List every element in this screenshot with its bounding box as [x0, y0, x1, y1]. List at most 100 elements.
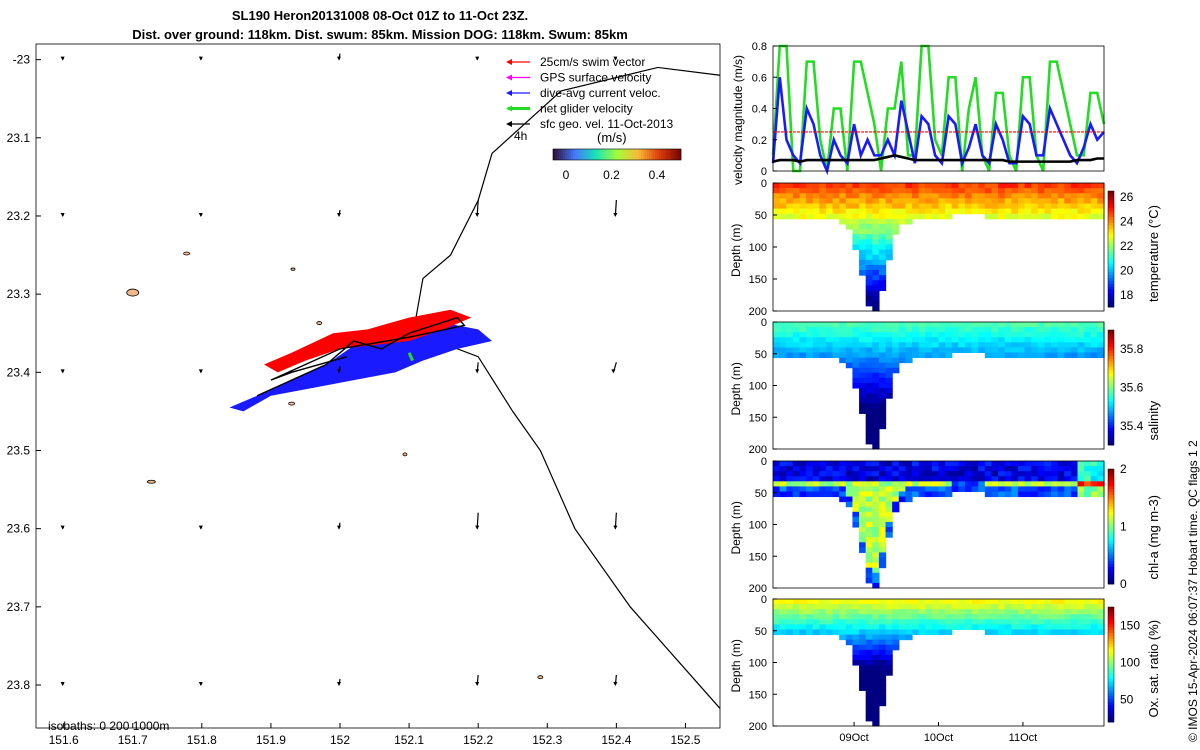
section-cell [1004, 337, 1012, 343]
section-cell [786, 337, 794, 343]
section-cell [945, 203, 953, 210]
section-cell [865, 352, 873, 359]
section-cell [825, 614, 834, 620]
section-cell [905, 466, 913, 472]
section-cell [865, 461, 873, 467]
section-cell [984, 604, 993, 610]
section-cell [773, 193, 781, 199]
section-cell [872, 198, 880, 204]
section-cell [773, 188, 781, 194]
section-cell [1090, 208, 1098, 215]
section-cell [1051, 322, 1059, 328]
section-cell [872, 213, 880, 220]
section-cell [1090, 481, 1098, 487]
section-colorbar-cell [1108, 358, 1114, 363]
section-cell [839, 342, 847, 348]
section-cell [945, 614, 953, 620]
section-cell [892, 634, 900, 641]
section-cell [892, 327, 900, 333]
section-cell [1037, 337, 1046, 343]
section-cell [872, 249, 880, 256]
section-cell [872, 413, 880, 420]
section-cell [779, 208, 787, 215]
section-cell [779, 614, 787, 620]
section-cell [1097, 481, 1105, 487]
section-cell [799, 476, 807, 482]
colorbar-cell [607, 149, 610, 160]
section-cell [938, 352, 946, 359]
section-cell [812, 466, 820, 472]
section-cell [825, 476, 834, 482]
section-cell [1077, 193, 1085, 199]
section-cell [1044, 337, 1052, 343]
section-cell [878, 542, 887, 548]
section-cell [773, 624, 781, 630]
section-cell [865, 213, 873, 220]
section-colorbar-cell [1108, 330, 1114, 334]
section-cell [1057, 208, 1065, 215]
section-cell [806, 609, 814, 615]
section-cell [859, 377, 867, 384]
section-cell [938, 599, 946, 605]
section-cell [951, 481, 959, 487]
section-cell [872, 264, 880, 271]
section-cell [872, 290, 880, 297]
section-colorbar-cell [1108, 650, 1114, 654]
section-colorbar-cell [1108, 251, 1114, 256]
section-cell [859, 362, 867, 369]
velocity-y-tick-label: 0.4 [752, 104, 767, 116]
section-cell [852, 511, 860, 518]
section-cell [786, 624, 794, 630]
section-cell [1044, 203, 1052, 210]
section-cell [792, 466, 801, 472]
section-cell [945, 629, 953, 636]
section-cell [1090, 183, 1098, 189]
section-cell [859, 352, 867, 359]
colorbar-cell [663, 149, 666, 160]
section-cell [865, 542, 873, 548]
section-cell [905, 342, 913, 348]
section-cell [872, 275, 880, 281]
section-y-tick-label: 200 [749, 306, 767, 318]
section-cell [872, 649, 880, 656]
section-cell [892, 639, 900, 646]
section-cell [872, 388, 880, 394]
section-cell [859, 264, 867, 271]
section-cell [852, 604, 860, 610]
section-cell [1004, 198, 1012, 204]
section-cell [1097, 327, 1105, 333]
section-cell [825, 461, 834, 467]
colorbar-cell [589, 149, 592, 160]
swim-vector-swath [264, 309, 472, 373]
section-cell [878, 537, 887, 543]
colorbar-cell [581, 149, 584, 160]
section-cell [1064, 461, 1072, 467]
section-cell [1084, 337, 1092, 343]
section-colorbar-cell [1108, 286, 1114, 290]
section-cell [958, 332, 966, 338]
section-colorbar-cell [1108, 439, 1114, 443]
map-y-tick-label: 23.6 [7, 522, 31, 536]
section-cell [885, 614, 893, 620]
section-colorbar-cell [1108, 710, 1114, 714]
section-cell [779, 461, 787, 467]
section-cell [1077, 342, 1085, 348]
section-cell [912, 337, 920, 343]
section-cell [1037, 342, 1046, 348]
section-cell [1064, 327, 1072, 333]
section-cell [984, 461, 993, 467]
section-cell [1004, 327, 1012, 333]
section-cell [819, 491, 827, 498]
section-cell [898, 604, 906, 610]
section-cell [1024, 208, 1032, 215]
section-cell [786, 342, 794, 348]
section-cell [806, 188, 814, 194]
section-cell [998, 481, 1006, 487]
section-ylabel: Depth (m) [729, 501, 743, 554]
section-cell [779, 491, 787, 498]
section-cell [839, 476, 847, 482]
section-cell [1011, 183, 1019, 189]
section-cell [1051, 183, 1059, 189]
section-cell [1097, 619, 1105, 625]
section-colorbar-tick-label: 26 [1120, 190, 1134, 204]
